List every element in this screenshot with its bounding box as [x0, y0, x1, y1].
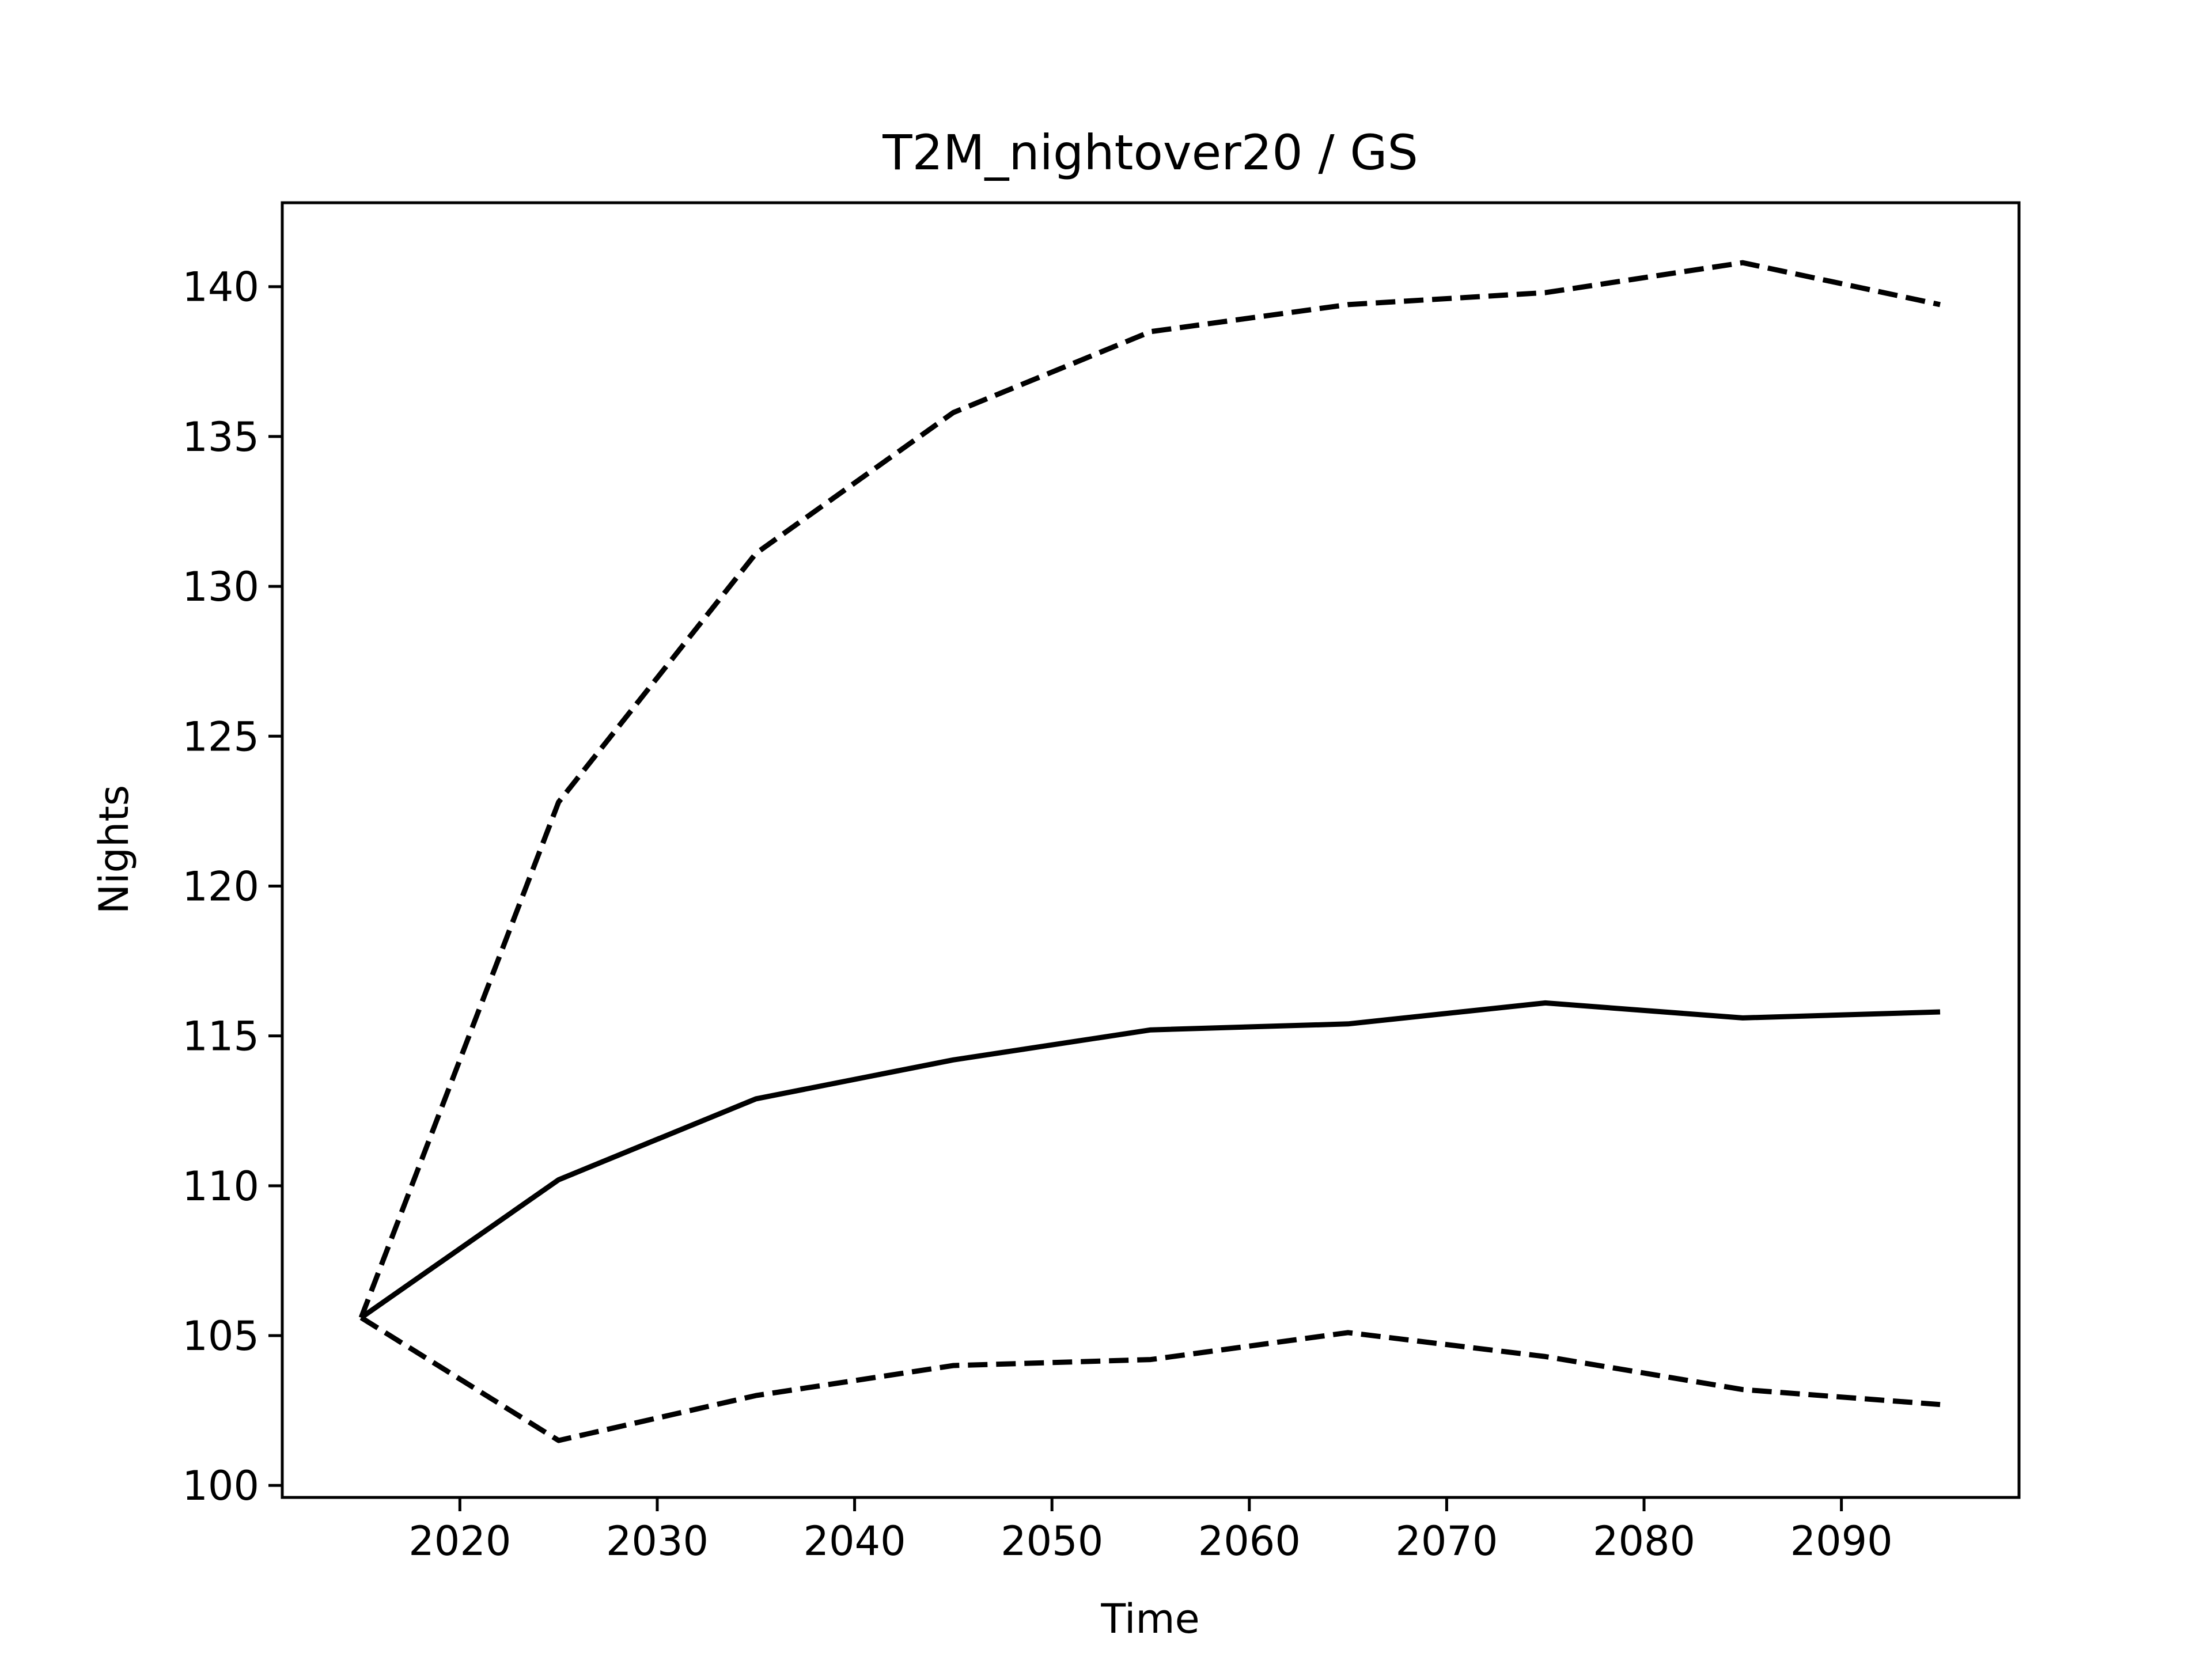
ticks-layer: 2020 2030 2040 2050 2060 2070 2080 2090 100 105 11… — [182, 264, 1892, 1565]
series-layer — [358, 260, 1941, 1443]
series-line-solid — [359, 1000, 1941, 1320]
y-tick-label: 120 — [182, 863, 259, 910]
x-tick-label: 2020 — [408, 1518, 511, 1565]
y-tick-label: 135 — [182, 414, 259, 461]
series-line-dashed-1 — [358, 260, 1941, 1319]
x-tick-label: 2060 — [1198, 1518, 1301, 1565]
x-tick-label: 2050 — [1001, 1518, 1103, 1565]
x-tick-label: 2070 — [1395, 1518, 1498, 1565]
y-tick-label: 115 — [182, 1013, 259, 1060]
x-axis-label: Time — [1100, 1595, 1199, 1643]
x-tick-label: 2040 — [804, 1518, 906, 1565]
y-tick-label: 110 — [182, 1163, 259, 1210]
y-tick-label: 125 — [182, 713, 259, 760]
y-tick-label: 100 — [182, 1462, 259, 1510]
chart-title: T2M_nightover20 / GS — [882, 124, 1418, 181]
x-tick-label: 2030 — [606, 1518, 709, 1565]
series-line-dashed-2 — [359, 1315, 1941, 1443]
x-tick-label: 2090 — [1790, 1518, 1893, 1565]
y-tick-label: 105 — [182, 1313, 259, 1360]
x-tick-label: 2080 — [1593, 1518, 1695, 1565]
y-tick-label: 130 — [182, 563, 259, 610]
y-axis-label: Nights — [90, 785, 138, 915]
y-tick-label: 140 — [182, 264, 259, 311]
plot-frame — [281, 201, 2021, 1499]
